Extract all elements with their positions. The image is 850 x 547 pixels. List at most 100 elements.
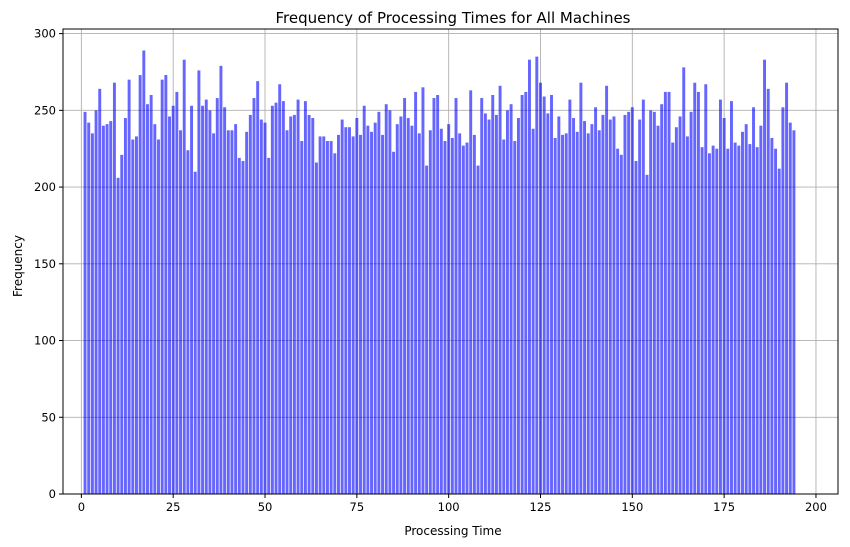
- bar: [142, 50, 146, 495]
- bar: [351, 136, 355, 495]
- bar: [678, 116, 682, 494]
- bar: [303, 101, 307, 494]
- bar: [539, 82, 542, 495]
- bar: [168, 116, 171, 494]
- x-tick-label: 75: [350, 500, 365, 514]
- bar: [693, 82, 697, 495]
- bar: [87, 122, 91, 494]
- bar: [608, 119, 612, 494]
- bar: [546, 113, 550, 494]
- bar: [325, 141, 329, 494]
- y-tick-label: 150: [34, 257, 56, 271]
- y-tick-label: 200: [34, 180, 56, 194]
- bar: [348, 127, 351, 494]
- bar: [344, 127, 348, 494]
- x-tick-label: 125: [530, 500, 552, 514]
- bar: [715, 148, 719, 494]
- plot-frame: [62, 28, 839, 495]
- bar: [355, 118, 359, 495]
- bar: [212, 133, 216, 494]
- x-tick-label: 50: [258, 500, 273, 514]
- bar: [414, 91, 418, 495]
- bar: [623, 114, 627, 494]
- bar: [289, 116, 293, 494]
- bar: [700, 147, 704, 494]
- bar: [245, 131, 249, 494]
- bar: [219, 65, 223, 495]
- bar: [362, 105, 366, 495]
- bar: [307, 114, 311, 494]
- bar: [733, 142, 737, 494]
- bar: [406, 118, 410, 495]
- bar: [226, 130, 230, 495]
- bar: [256, 81, 260, 494]
- bar: [649, 110, 653, 494]
- bar: [667, 91, 671, 495]
- bar: [627, 111, 631, 495]
- bar: [94, 110, 98, 494]
- bar: [616, 148, 620, 494]
- bar: [465, 142, 469, 494]
- bar: [619, 154, 623, 494]
- chart-title: Frequency of Processing Times for All Ma…: [275, 9, 630, 27]
- bar: [123, 118, 127, 495]
- bar: [722, 118, 726, 495]
- bar: [605, 85, 609, 495]
- bar: [450, 137, 454, 495]
- bar: [612, 116, 616, 494]
- bar: [109, 121, 113, 494]
- y-tick-label: 300: [34, 27, 56, 41]
- bar: [98, 88, 102, 494]
- y-tick-label: 50: [41, 410, 56, 424]
- ticks: 0 25 50 75 100 125 150 175 200 0 50 100 150 200 250 300: [34, 27, 827, 514]
- bar: [682, 67, 686, 494]
- bar: [509, 104, 513, 494]
- y-tick-label: 250: [34, 103, 56, 117]
- bar: [171, 105, 175, 495]
- bar: [744, 124, 748, 495]
- bar: [160, 79, 164, 495]
- bar: [373, 122, 377, 494]
- bar: [557, 116, 561, 494]
- bar: [770, 137, 774, 495]
- bar: [425, 165, 429, 494]
- bar: [454, 98, 458, 495]
- bar: [528, 59, 531, 495]
- bar: [737, 145, 741, 494]
- bar: [718, 99, 722, 495]
- y-tick-label: 0: [49, 487, 56, 501]
- bar: [752, 107, 755, 494]
- bar: [630, 107, 634, 494]
- bar: [447, 124, 451, 495]
- x-tick-label: 0: [78, 500, 85, 514]
- bar: [550, 94, 553, 494]
- bar: [248, 114, 252, 494]
- bar: [259, 119, 263, 494]
- x-tick-label: 150: [621, 500, 643, 514]
- bar: [281, 101, 285, 494]
- bar: [564, 133, 568, 494]
- bar: [318, 136, 322, 495]
- bar: [586, 133, 590, 494]
- bar: [730, 101, 733, 494]
- bar: [597, 130, 601, 495]
- bar: [340, 119, 344, 494]
- bar: [237, 157, 241, 494]
- bar: [766, 88, 770, 494]
- bar: [759, 125, 763, 494]
- bar: [417, 133, 421, 494]
- bar: [535, 56, 539, 494]
- bar: [726, 148, 730, 494]
- bar: [149, 94, 153, 494]
- x-tick-label: 100: [438, 500, 460, 514]
- bar: [469, 90, 473, 494]
- bar: [777, 168, 781, 494]
- bars: [83, 50, 796, 495]
- bar: [201, 105, 205, 495]
- bar: [366, 125, 370, 494]
- bar: [513, 141, 517, 494]
- bar: [399, 116, 403, 494]
- y-axis-label: Frequency: [11, 235, 25, 297]
- bar: [502, 139, 506, 494]
